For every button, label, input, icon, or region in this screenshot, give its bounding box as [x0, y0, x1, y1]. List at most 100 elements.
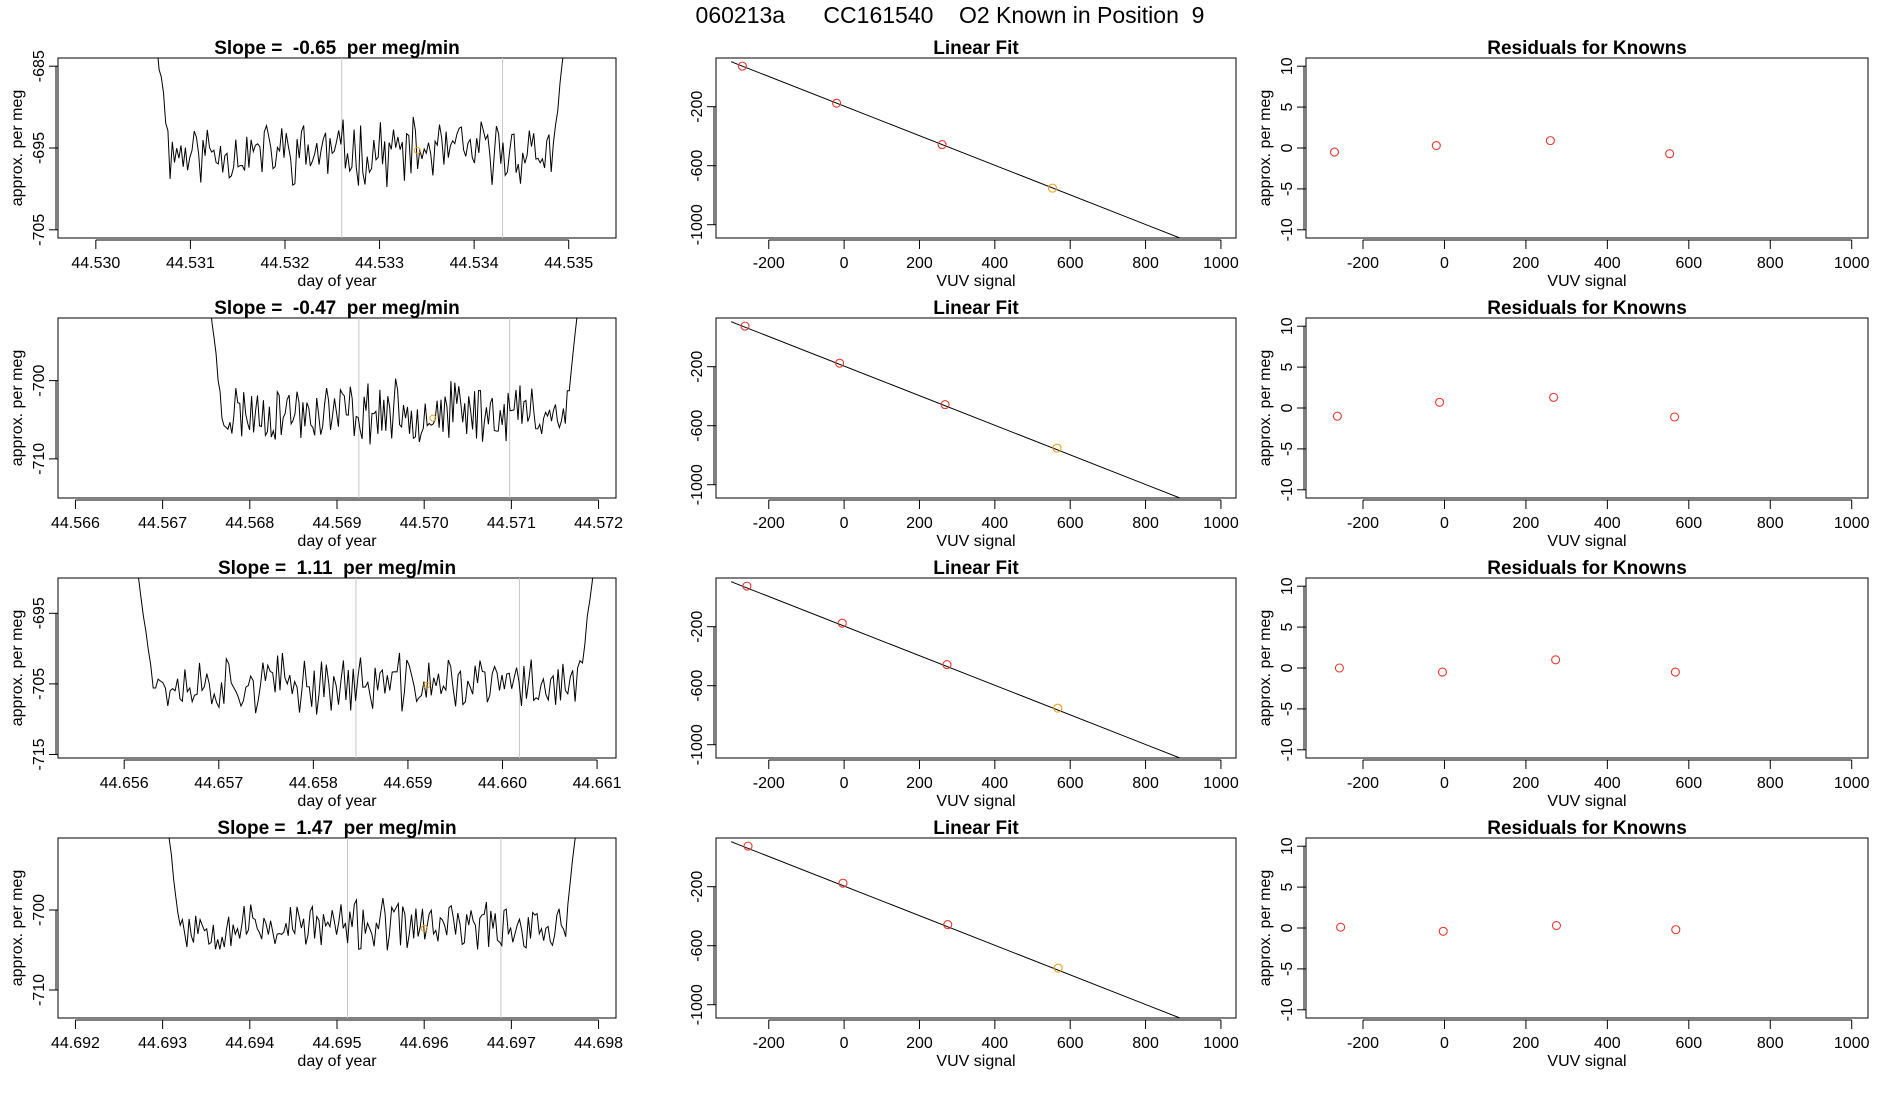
- y-axis-label: approx. per meg: [1257, 870, 1274, 987]
- x-tick-label: 1000: [1203, 1035, 1239, 1052]
- y-tick-label: -600: [689, 670, 706, 702]
- x-tick-label: 44.693: [138, 1035, 187, 1052]
- x-tick-label: 0: [840, 515, 849, 532]
- y-tick-label: 0: [1279, 143, 1296, 152]
- x-axis-label: VUV signal: [1547, 1053, 1626, 1070]
- x-tick-label: -200: [753, 515, 785, 532]
- chart-title: Linear Fit: [933, 818, 1019, 839]
- x-tick-label: 600: [1057, 255, 1084, 272]
- x-axis-label: VUV signal: [1547, 533, 1626, 550]
- x-tick-label: 44.657: [194, 775, 243, 792]
- x-tick-label: 44.694: [225, 1035, 274, 1052]
- x-tick-label: 44.660: [478, 775, 527, 792]
- y-tick-label: -10: [1279, 478, 1296, 501]
- y-tick-label: -200: [689, 351, 706, 383]
- plot-frame: [1305, 837, 1869, 1019]
- x-tick-label: 800: [1757, 775, 1784, 792]
- y-tick-label: -700: [31, 894, 48, 926]
- y-tick-label: -685: [31, 50, 48, 82]
- y-tick-label: -695: [31, 597, 48, 629]
- x-tick-label: 0: [1440, 515, 1449, 532]
- y-tick-label: -5: [1279, 962, 1296, 976]
- data-point: [1670, 412, 1680, 422]
- data-point: [1336, 922, 1346, 932]
- x-tick-label: 44.567: [138, 515, 187, 532]
- data-point: [838, 878, 848, 888]
- data-point: [837, 618, 847, 628]
- fit-line: [730, 581, 1182, 758]
- x-tick-label: 0: [840, 1035, 849, 1052]
- unknown-point: [423, 681, 431, 689]
- plot-frame: [715, 577, 1237, 759]
- x-tick-label: 0: [1440, 775, 1449, 792]
- unknown-point: [429, 414, 437, 422]
- y-tick-label: -5: [1279, 182, 1296, 196]
- x-tick-label: 200: [906, 255, 933, 272]
- x-tick-label: 44.572: [574, 515, 623, 532]
- x-tick-label: 44.570: [400, 515, 449, 532]
- x-tick-label: 44.531: [166, 255, 215, 272]
- x-tick-label: 44.569: [313, 515, 362, 532]
- y-axis-label: approx. per meg: [1257, 90, 1274, 207]
- y-tick-label: -600: [689, 410, 706, 442]
- x-tick-label: 600: [1675, 255, 1702, 272]
- chart-r2-linear-fit: Linear Fit -200 0 200 400 600 800 1000 -200 -600 -…: [689, 298, 1239, 550]
- x-tick-label: 400: [981, 515, 1008, 532]
- data-point: [942, 660, 952, 670]
- x-tick-label: 600: [1057, 1035, 1084, 1052]
- x-axis-label: VUV signal: [1547, 273, 1626, 290]
- fit-line: [730, 321, 1182, 498]
- x-axis-label: day of year: [297, 1053, 377, 1070]
- x-tick-label: 44.661: [573, 775, 622, 792]
- y-tick-label: -600: [689, 150, 706, 182]
- data-point: [1670, 667, 1680, 677]
- x-tick-label: 400: [981, 1035, 1008, 1052]
- x-tick-label: 1000: [1203, 775, 1239, 792]
- x-tick-label: 400: [1594, 515, 1621, 532]
- x-tick-label: 44.535: [544, 255, 593, 272]
- chart-r3-residuals: Residuals for Knowns-200 0 200 400 600 800 100…: [1257, 558, 1870, 810]
- x-tick-label: 0: [1440, 1035, 1449, 1052]
- x-tick-label: 200: [906, 775, 933, 792]
- y-tick-label: -1000: [689, 464, 706, 505]
- chart-title: Linear Fit: [933, 38, 1019, 59]
- data-point: [742, 581, 752, 591]
- data-trace: [138, 578, 594, 715]
- x-axis-label: VUV signal: [936, 1053, 1015, 1070]
- data-point: [943, 920, 953, 930]
- y-tick-label: -5: [1279, 702, 1296, 716]
- x-tick-label: 400: [1594, 1035, 1621, 1052]
- chart-title: Linear Fit: [933, 298, 1019, 319]
- x-tick-label: 44.695: [313, 1035, 362, 1052]
- chart-r2-residuals: Residuals for Knowns-200 0 200 400 600 800 100…: [1257, 298, 1870, 550]
- x-tick-label: 1000: [1834, 255, 1870, 272]
- y-tick-label: 5: [1279, 363, 1296, 372]
- chart-r2-timeseries: Slope = -0.47 per meg/min 44.566 44.567 44.…: [9, 298, 623, 550]
- data-point: [1551, 655, 1561, 665]
- x-tick-label: 1000: [1203, 515, 1239, 532]
- chart-title: Slope = -0.47 per meg/min: [214, 298, 460, 319]
- unknown-point: [420, 924, 428, 932]
- data-point: [740, 321, 750, 331]
- data-point: [737, 61, 747, 71]
- data-trace: [168, 838, 576, 951]
- chart-r4-timeseries: Slope = 1.47 per meg/min 44.692 44.693 44.6…: [9, 818, 623, 1070]
- y-tick-label: 10: [1279, 317, 1296, 335]
- unknown-point: [1053, 703, 1063, 713]
- unknown-point: [1047, 183, 1058, 193]
- x-axis-label: VUV signal: [936, 273, 1015, 290]
- y-tick-label: -200: [689, 871, 706, 903]
- x-tick-label: 800: [1132, 1035, 1159, 1052]
- unknown-point: [413, 146, 421, 154]
- y-tick-label: -10: [1279, 998, 1296, 1021]
- y-tick-label: 0: [1279, 663, 1296, 672]
- x-axis-label: VUV signal: [1547, 793, 1626, 810]
- plot-frame: [715, 837, 1237, 1019]
- chart-title: Residuals for Knowns: [1487, 818, 1687, 839]
- x-tick-label: -200: [1347, 255, 1379, 272]
- y-tick-label: -695: [31, 132, 48, 164]
- data-point: [1437, 667, 1447, 677]
- x-tick-label: 200: [906, 1035, 933, 1052]
- x-axis-label: day of year: [297, 273, 377, 290]
